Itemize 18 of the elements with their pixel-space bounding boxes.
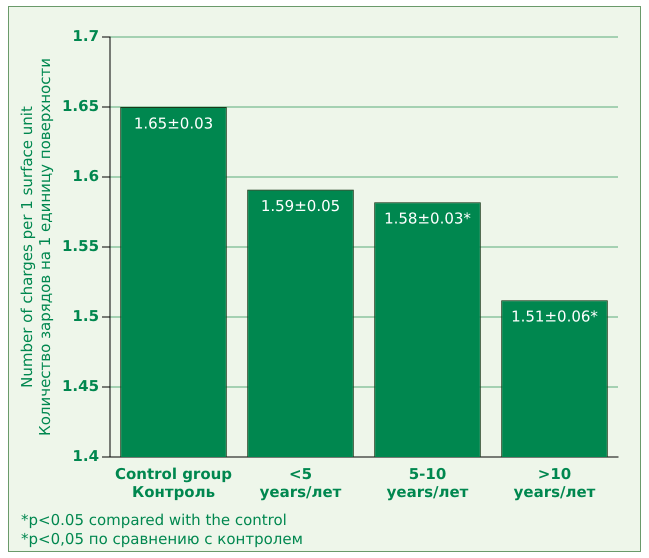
data-label: 1.51±0.06* (511, 308, 598, 326)
y-tick-label: 1.55 (62, 236, 100, 255)
y-tick-label: 1.6 (72, 166, 100, 185)
x-tick-label: >10 years/лет (514, 464, 596, 501)
y-tick-label: 1.65 (62, 96, 100, 115)
text: *p<0,05 по сравнению с контролем (21, 530, 303, 549)
data-label: 1.65±0.03 (134, 114, 214, 132)
y-axis-title: Number of charges per 1 surface unit Количество зарядов на 1 единицу поверхности (18, 58, 54, 436)
text: *p<0.05 compared with the control (21, 511, 288, 530)
x-tick-label: Control group Контроль (114, 464, 232, 501)
data-label: 1.58±0.03* (384, 210, 472, 228)
data-label: 1.59±0.05 (260, 196, 340, 215)
y-tick-label: 1.7 (72, 26, 100, 45)
y-tick-label: 1.5 (72, 306, 100, 325)
y-tick-label: 1.4 (72, 446, 100, 465)
x-tick-label: <5 years/лет (260, 464, 342, 501)
y-tick-label: 1.45 (62, 376, 100, 395)
x-tick-label: 5-10 years/лет (386, 464, 469, 501)
